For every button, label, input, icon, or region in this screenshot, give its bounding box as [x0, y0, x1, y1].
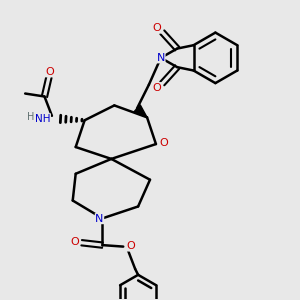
Polygon shape: [134, 105, 147, 117]
Text: N: N: [95, 214, 104, 224]
Text: O: O: [71, 237, 80, 247]
Text: O: O: [153, 23, 161, 33]
Text: H: H: [27, 112, 34, 122]
Text: O: O: [159, 138, 168, 148]
Text: O: O: [153, 83, 161, 93]
Text: NH: NH: [35, 114, 50, 124]
Text: N: N: [157, 53, 165, 63]
Text: O: O: [126, 241, 135, 251]
Text: O: O: [46, 67, 54, 77]
